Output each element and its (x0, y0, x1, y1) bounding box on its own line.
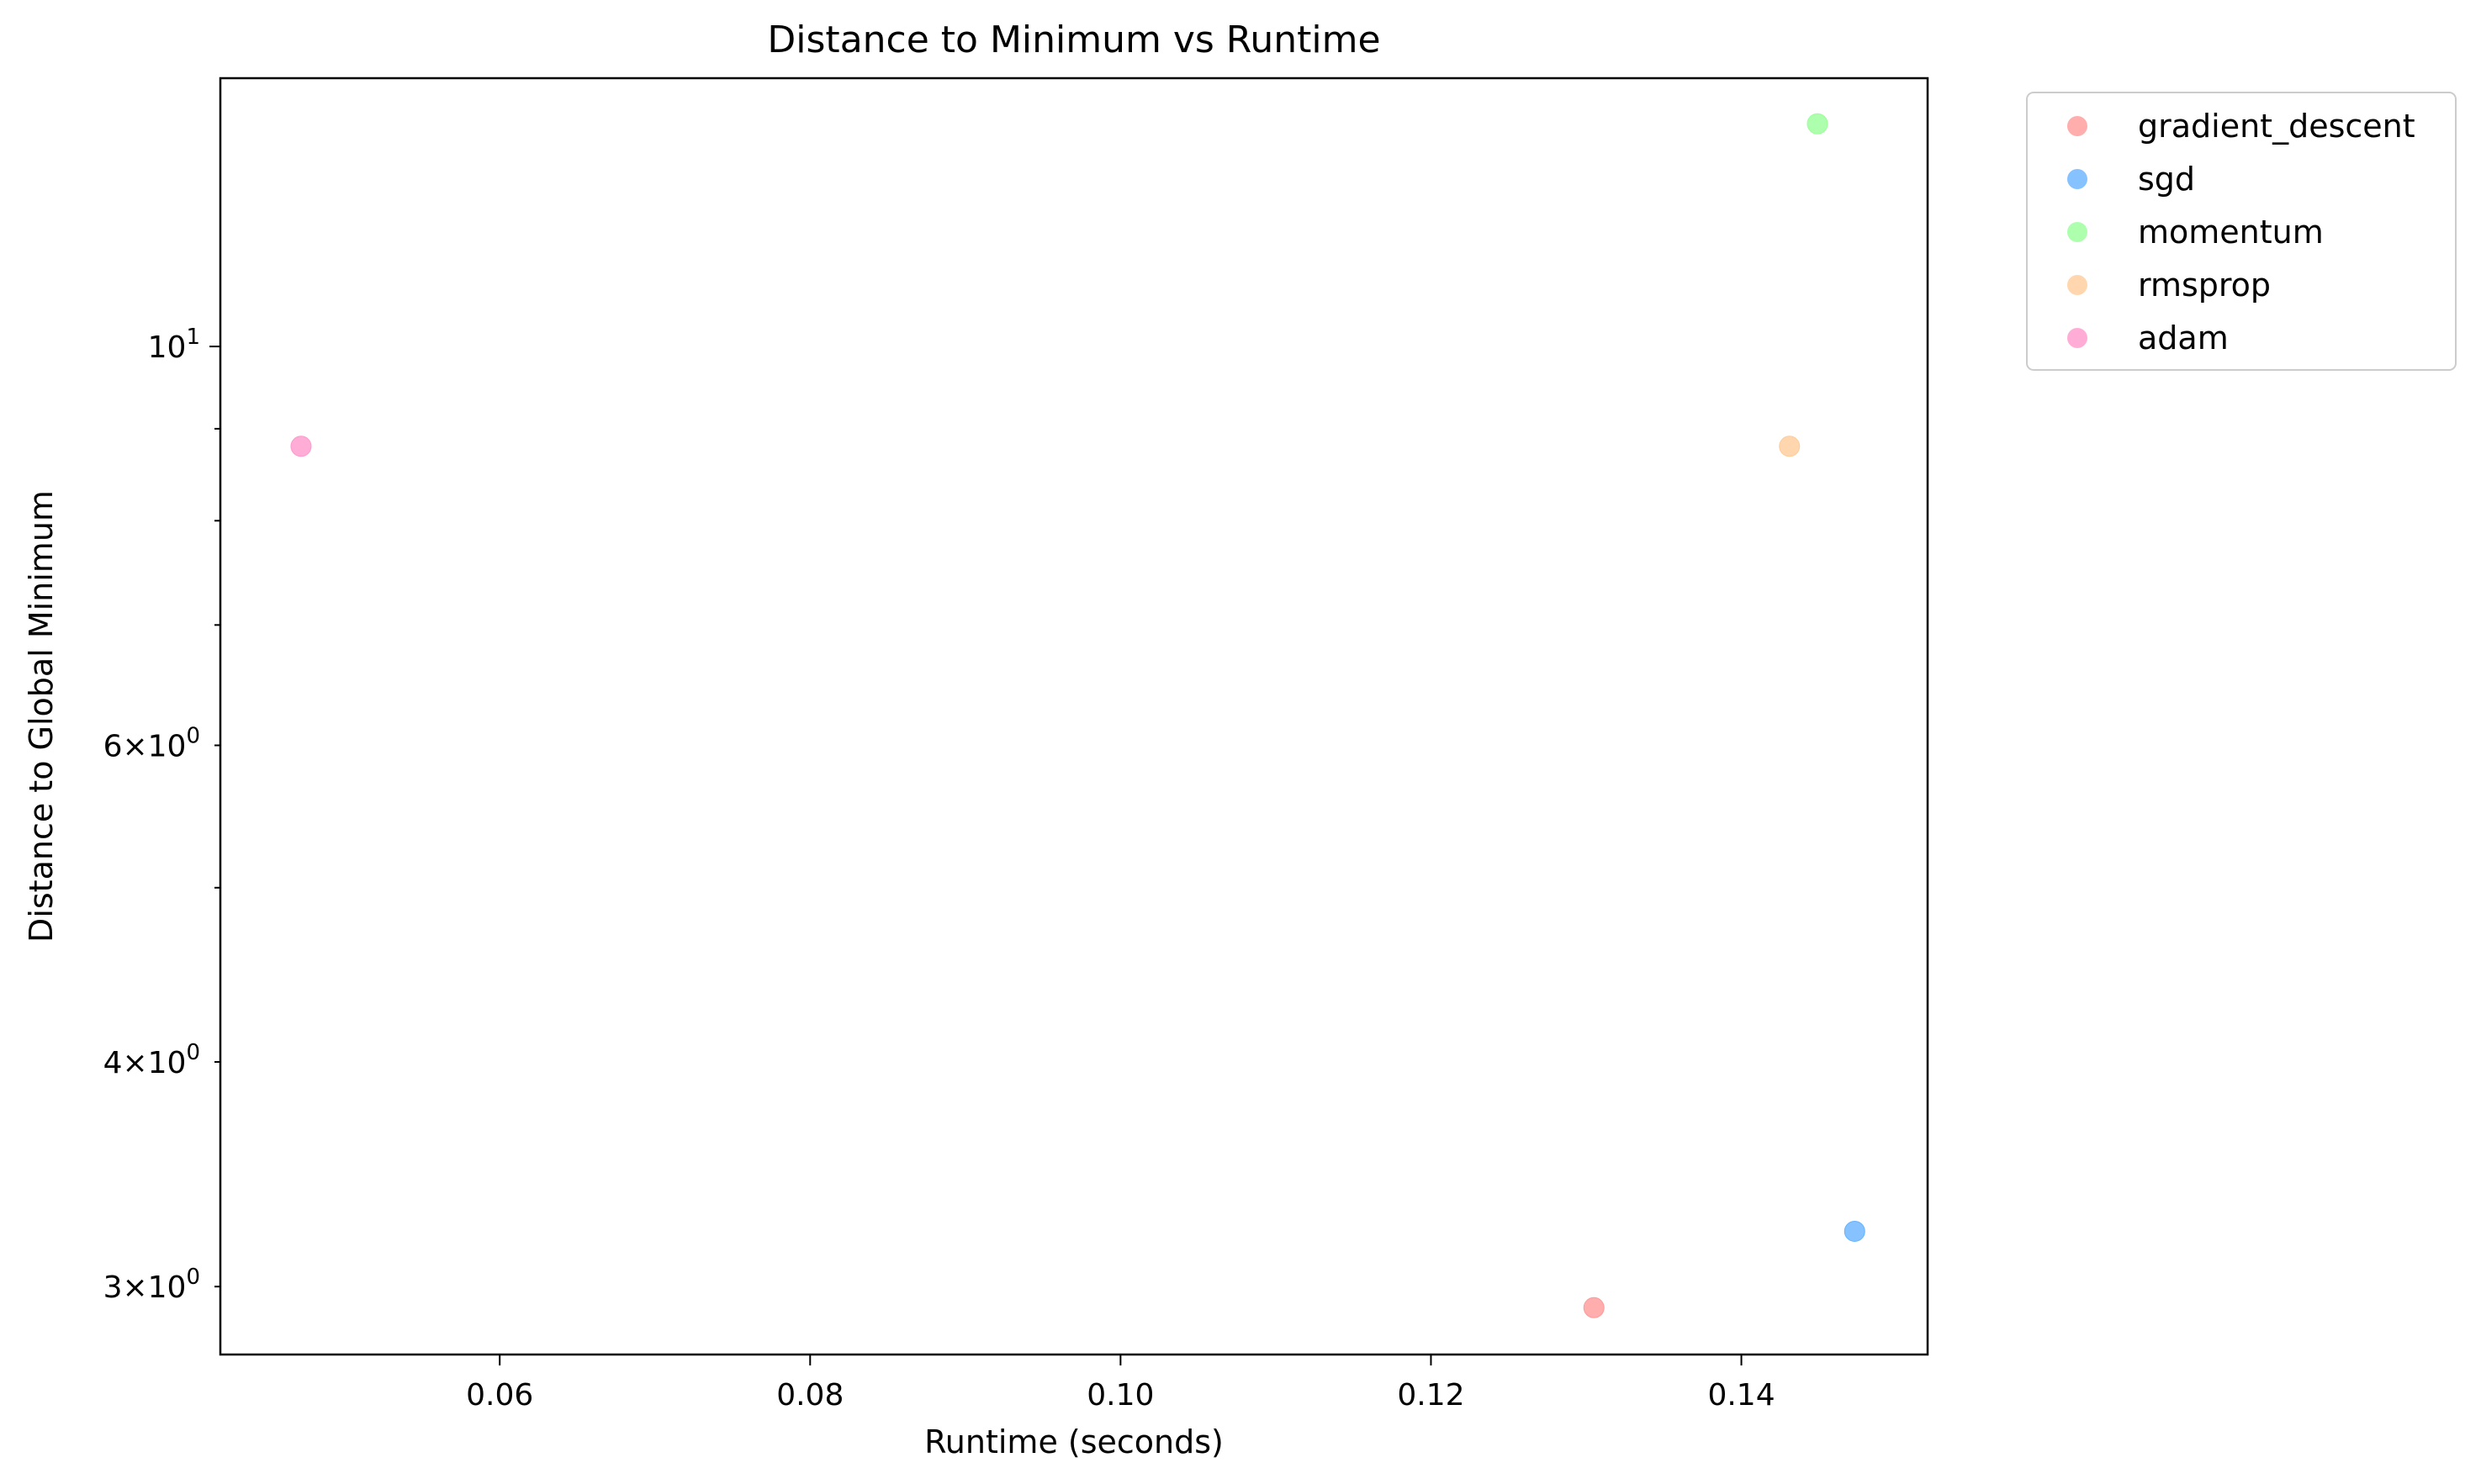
legend-label: sgd (2138, 161, 2195, 198)
legend-marker (2067, 328, 2087, 348)
chart-title: Distance to Minimum vs Runtime (767, 18, 1380, 61)
point-sgd (1844, 1220, 1865, 1242)
legend-label: rmsprop (2138, 267, 2271, 304)
point-momentum (1807, 113, 1828, 135)
y-minor-tick-label: 3×100 (103, 1265, 200, 1305)
point-adam (290, 436, 312, 457)
x-tick-label: 0.14 (1707, 1378, 1775, 1413)
x-tick-label: 0.08 (776, 1378, 844, 1413)
legend-label: adam (2138, 320, 2229, 356)
legend-marker (2067, 116, 2087, 136)
y-major-tick-label: 101 (148, 325, 200, 365)
x-tick-label: 0.10 (1087, 1378, 1154, 1413)
x-axis-label: Runtime (seconds) (924, 1423, 1224, 1460)
y-axis-label: Distance to Global Minimum (23, 490, 60, 943)
point-gradient-descent (1583, 1297, 1605, 1318)
legend-marker (2067, 275, 2087, 295)
x-tick-label: 0.12 (1397, 1378, 1464, 1413)
legend-label: momentum (2138, 214, 2324, 251)
x-tick-label: 0.06 (466, 1378, 533, 1413)
legend-marker (2067, 222, 2087, 242)
y-minor-tick-label: 4×100 (103, 1040, 200, 1080)
y-minor-tick-label: 6×100 (103, 723, 200, 763)
legend-marker (2067, 169, 2087, 189)
x-axis-ticks: 0.06 0.08 0.10 0.12 0.14 (466, 1355, 1775, 1413)
point-rmsprop (1779, 436, 1801, 457)
legend-box (2026, 92, 2457, 371)
y-axis-ticks: 101 3×100 4×100 6×100 (103, 325, 220, 1305)
plot-frame (219, 77, 1929, 1356)
legend-label: gradient_descent (2138, 108, 2415, 145)
scatter-points (290, 113, 1865, 1318)
